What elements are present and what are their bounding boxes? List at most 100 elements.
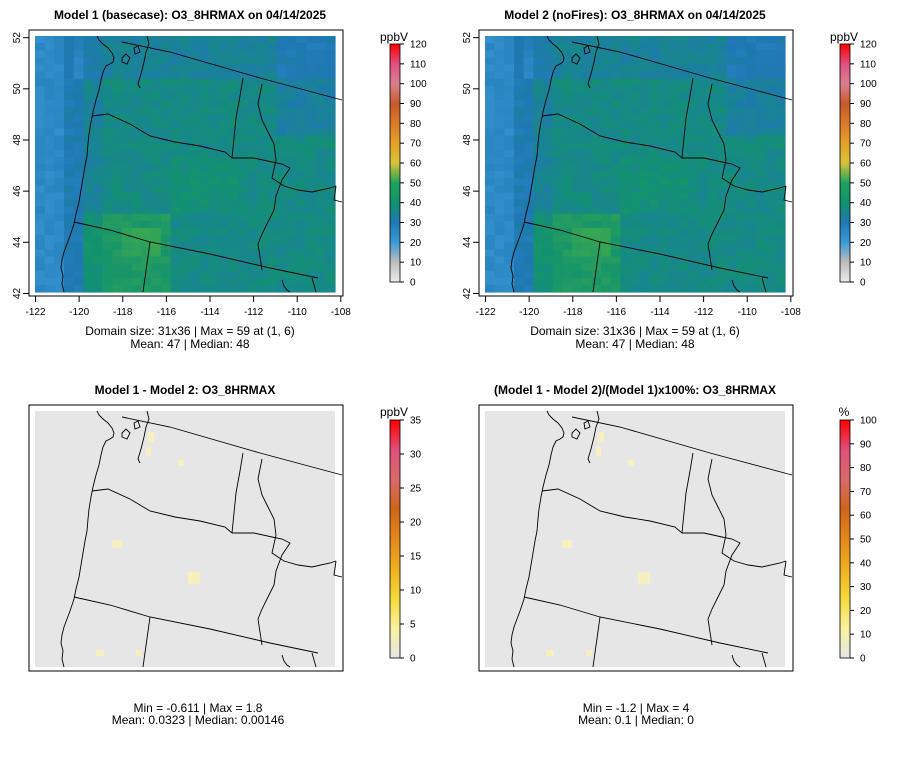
heatmap-cell [697,242,709,250]
heatmap-cell [543,107,554,115]
heatmap-cell [151,107,162,115]
map-boundaries [510,35,793,293]
heatmap-cell [562,142,573,151]
heatmap-cell [552,50,564,58]
heatmap-cell [581,213,593,222]
heatmap-cell [199,164,210,172]
x-tick-label: -122 [476,307,496,318]
heatmap-cell [649,235,660,243]
heatmap-cell [160,107,172,115]
heatmap-cells [546,432,650,656]
heatmap-cell [141,50,152,58]
heatmap-cell [639,71,651,80]
heatmap-cell [315,192,326,201]
heatmap-cell [160,220,172,229]
heatmap-cell [552,213,564,222]
heatmap-cell [649,121,660,130]
heatmap-cell [189,57,201,66]
heatmap-cell [102,135,114,144]
heatmap-cell [717,270,728,279]
heatmap-cell [562,92,573,101]
heatmap-cell [64,171,75,179]
heatmap-cell [678,284,689,293]
heatmap-cell [736,92,747,101]
heatmap-cell [276,43,288,51]
heatmap-cell [35,284,46,293]
heatmap-cell [44,149,55,158]
heatmap-cell [523,149,534,158]
heatmap-cell [697,199,709,208]
heatmap-cell [707,121,718,130]
wa-or-border [541,113,683,159]
heatmap-cell [315,235,326,243]
heatmap-cell [131,185,143,194]
heatmap-cell [35,107,46,115]
heatmap-cell [44,100,55,108]
heatmap-cell [160,228,172,236]
heatmap-cell [591,107,602,115]
heatmap-cell [64,256,75,265]
heatmap-cell [688,235,699,243]
heatmap-cell [765,284,776,293]
heatmap-cell [649,142,660,151]
heatmap-cell [209,256,220,265]
heatmap-cell [199,43,210,51]
heatmap-cell [707,185,718,194]
heatmap-cell [601,235,612,243]
heatmap-cell [44,185,55,194]
heatmap-cell [668,164,680,172]
heatmap-cell [601,164,612,172]
heatmap-cell [122,199,133,208]
heatmap-cell [562,220,573,229]
heatmap-cell [325,277,336,286]
mt-wy-border [783,185,793,203]
heatmap-cell [581,256,593,265]
stats-line-1: Domain size: 31x36 | Max = 59 at (1, 6) [530,324,740,338]
heatmap-cell [504,263,515,272]
heatmap-cell [73,43,84,51]
heatmap-cell [315,220,326,229]
heatmap-cell [325,36,336,44]
heatmap-cell [296,213,307,222]
heatmap-cell [775,121,786,130]
heatmap-cell [218,206,230,215]
id-mt-border [707,83,787,193]
heatmap-cell [131,171,143,179]
heatmap-cell [276,263,288,272]
heatmap-cell [726,57,738,66]
heatmap-cell [697,256,709,265]
heatmap-cell [514,206,525,215]
heatmap-cell [209,107,220,115]
heatmap-cell [151,156,162,165]
heatmap-cell [552,142,564,151]
heatmap-cell [610,213,622,222]
heatmap-cell [209,149,220,158]
heatmap-cell [102,178,114,186]
heatmap-cell [73,50,84,58]
heatmap-cell [93,192,104,201]
heatmap-cell [218,36,230,44]
heatmap-cell [620,135,631,144]
heatmap-cell [697,100,709,108]
heatmap-cell [504,36,515,44]
heatmap-cell [659,64,670,73]
heatmap-cell [276,270,288,279]
heatmap-cell [315,199,326,208]
heatmap-cell [180,284,191,293]
heatmap-cells [35,36,336,293]
heatmap-cell [755,114,767,122]
heatmap-cell [44,192,55,201]
heatmap-cell [736,242,747,250]
heatmap-cell [707,284,718,293]
heatmap-cell [494,85,505,94]
heatmap-cell [170,128,181,137]
heatmap-cell [35,228,46,236]
heatmap-cell [659,36,670,44]
heatmap-cell [523,156,534,165]
heatmap-cell [639,164,651,172]
x-tick-label: -114 [200,307,220,318]
heatmap-cell [591,156,602,165]
heatmap-cell [325,284,336,293]
heatmap-cell [494,57,505,66]
heatmap-cell [83,107,94,115]
